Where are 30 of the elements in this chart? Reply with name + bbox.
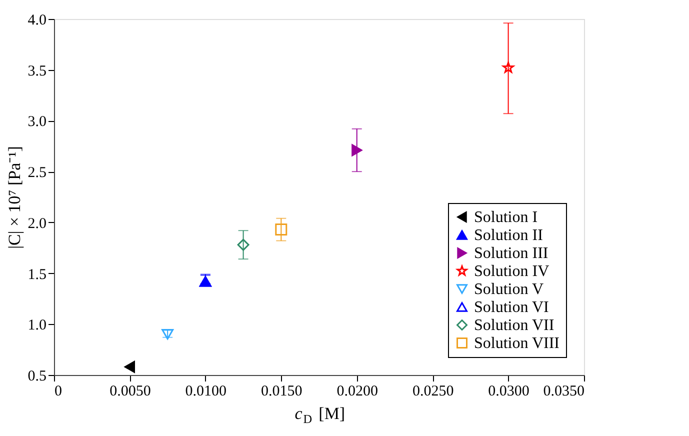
y-tick-label: 2.0 bbox=[28, 216, 46, 232]
legend-label: Solution IV bbox=[474, 263, 550, 280]
x-tick-label: 0.0100 bbox=[185, 384, 227, 400]
y-tick-label: 3.5 bbox=[28, 63, 46, 80]
y-tick-label: 1.5 bbox=[28, 266, 46, 283]
legend-label: Solution VII bbox=[474, 317, 554, 334]
x-tick-label: 0.0300 bbox=[488, 384, 530, 400]
legend-label: Solution II bbox=[474, 227, 543, 244]
legend-label: Solution III bbox=[474, 245, 548, 262]
x-tick-label: 0.0200 bbox=[336, 384, 378, 400]
y-tick-label: 4.0 bbox=[28, 12, 46, 28]
x-tick-label: 0.0250 bbox=[412, 384, 454, 400]
legend-label: Solution VIII bbox=[474, 335, 560, 352]
legend-label: Solution VI bbox=[474, 299, 549, 316]
y-tick-label: 1.0 bbox=[28, 318, 46, 334]
x-tick-label: 0.0050 bbox=[110, 384, 151, 400]
point bbox=[237, 238, 250, 251]
point bbox=[352, 144, 362, 156]
legend-label: Solution I bbox=[474, 209, 538, 226]
point bbox=[124, 360, 136, 373]
y-axis-title: |C| × 10⁷ [Pa⁻¹] bbox=[4, 146, 24, 249]
point bbox=[275, 224, 288, 236]
x-tick-label: 0.0350 bbox=[543, 384, 584, 400]
point bbox=[502, 62, 514, 73]
y-tick-label: 0.5 bbox=[28, 368, 46, 384]
y-tick-label: 3.0 bbox=[28, 114, 46, 130]
y-tick-label: 2.5 bbox=[28, 165, 46, 182]
legend-label: Solution V bbox=[474, 281, 544, 298]
x-tick-label: 0.0150 bbox=[261, 384, 302, 400]
x-tick-label: 0 bbox=[54, 384, 62, 400]
